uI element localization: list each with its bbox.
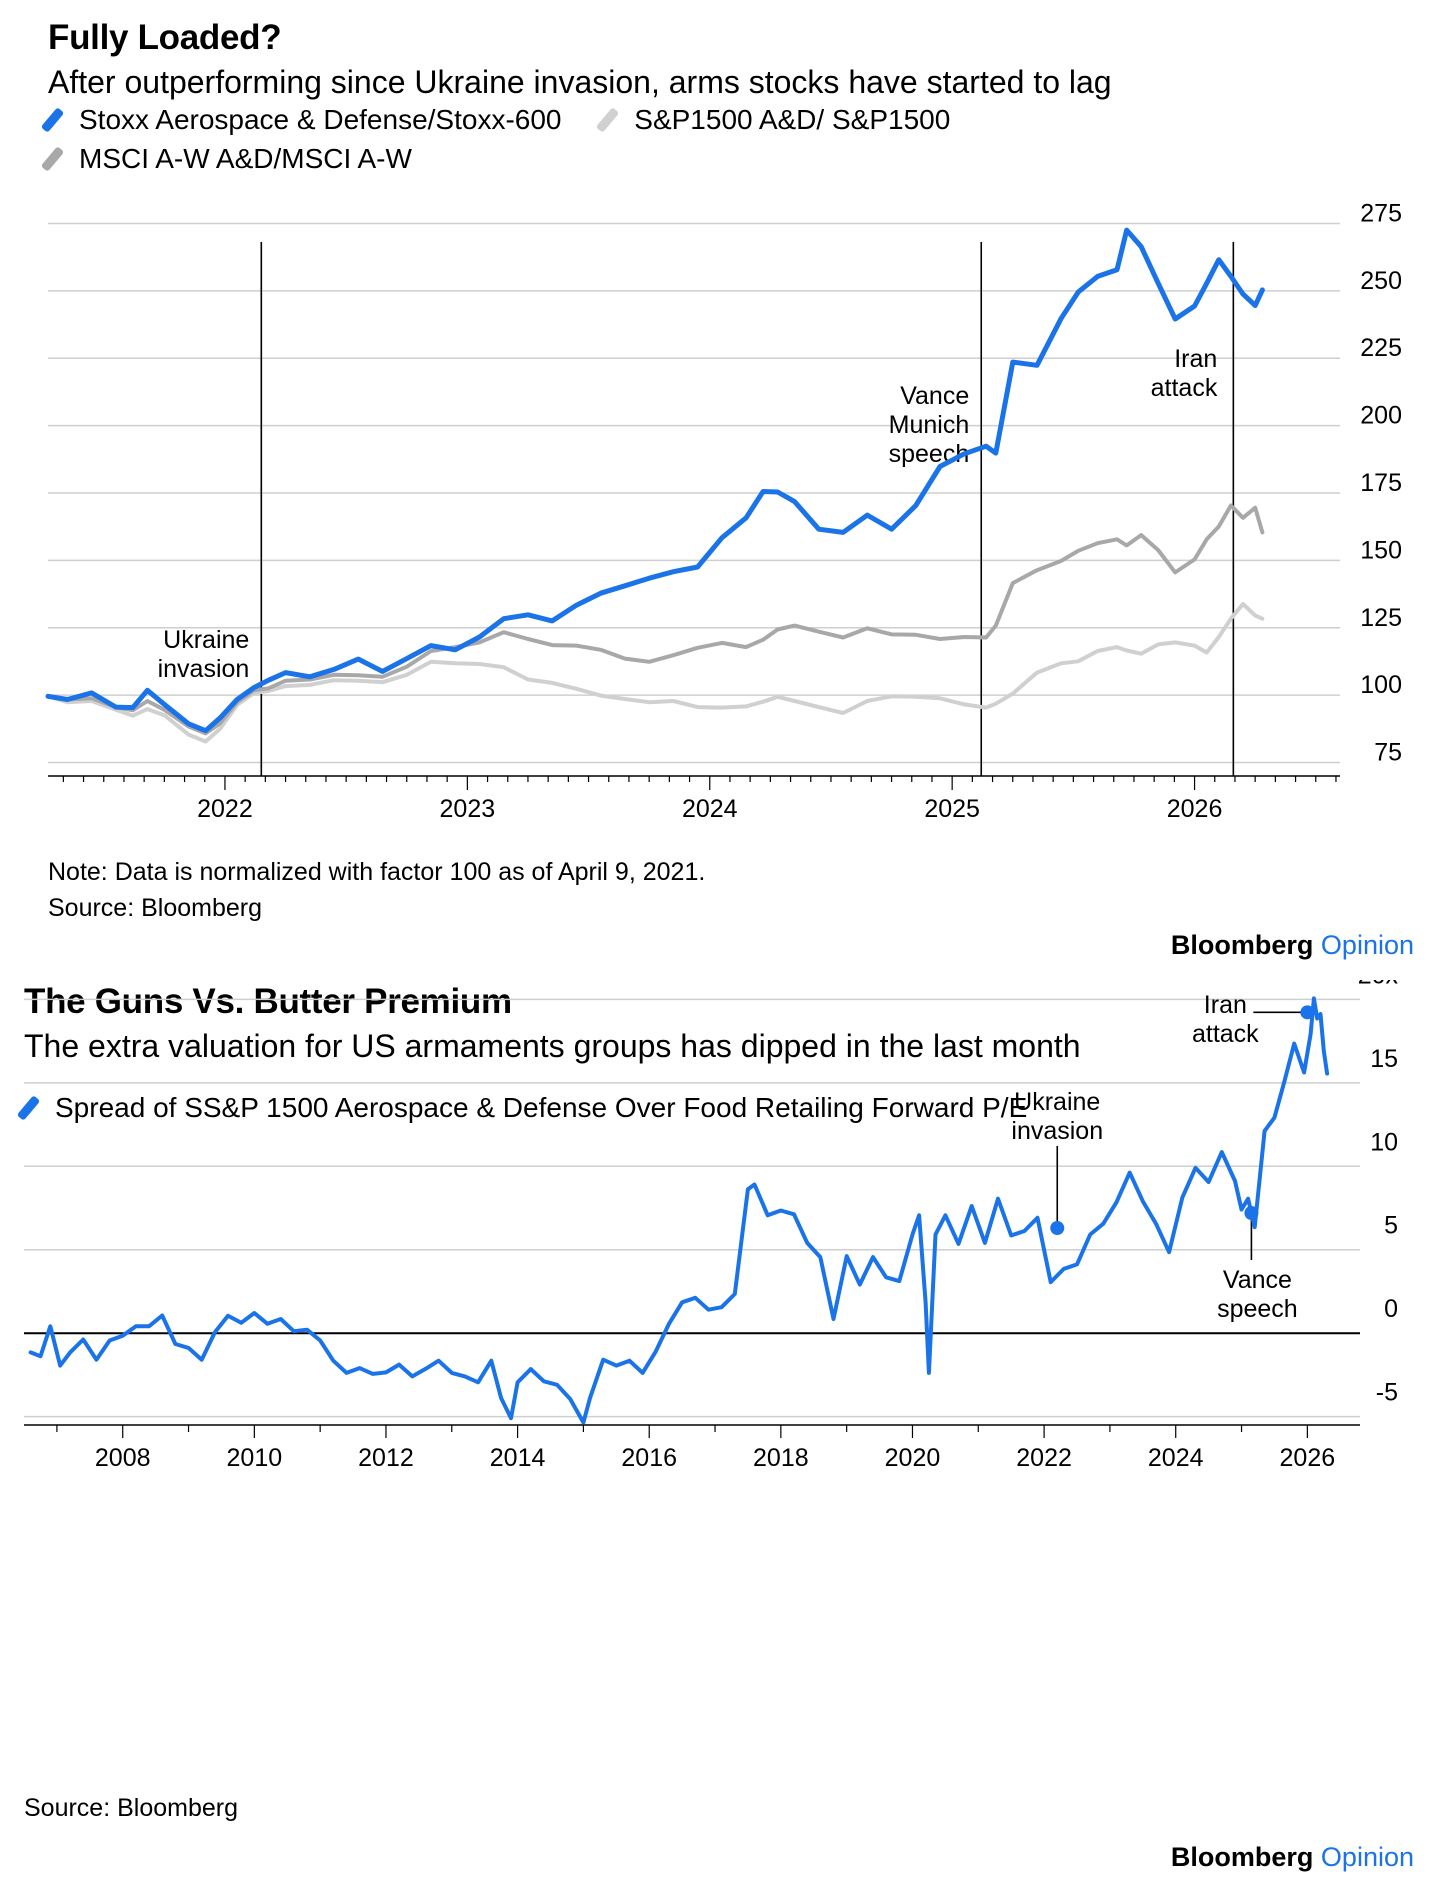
chart1-source: Source: Bloomberg — [48, 894, 263, 922]
annotation2-2-line-1: attack — [1192, 1020, 1259, 1048]
chart2-source: Source: Bloomberg — [24, 1794, 239, 1822]
legend-label-spread: Spread of SS&P 1500 Aerospace & Defense … — [55, 1092, 1028, 1123]
y-tick-75: 75 — [1374, 739, 1402, 767]
annotation2-0-line-1: invasion — [1011, 1117, 1103, 1145]
series-line-0 — [45, 227, 1265, 734]
y2-tick-0: -5 — [1376, 1379, 1398, 1407]
annotation2-2-line-0: Iran — [1204, 991, 1247, 1019]
annotation-marker-1 — [1244, 1206, 1259, 1221]
y2-tick-1: 0 — [1384, 1295, 1398, 1323]
series2-line — [28, 996, 1330, 1425]
chart1-plot: 75 100 125 150 175 200 225 250 275 2022 2023 2024 20… — [45, 199, 1402, 823]
x2-tick-2018: 2018 — [753, 1444, 809, 1472]
x2-tick-2012: 2012 — [358, 1444, 414, 1472]
y-tick-125: 125 — [1360, 604, 1402, 632]
brand-name-bottom: Bloomberg — [1170, 1842, 1314, 1872]
brand-suffix-bottom: Opinion — [1320, 1842, 1414, 1872]
annotation-0-line-1: invasion — [158, 655, 250, 683]
x2-tick-2022: 2022 — [1016, 1444, 1072, 1472]
x2-tick-2016: 2016 — [621, 1444, 677, 1472]
legend-item-spread: Spread of SS&P 1500 Aerospace & Defense … — [16, 1089, 1028, 1127]
brand-suffix: Opinion — [1320, 930, 1414, 960]
annotation-2-line-0: Iran — [1174, 345, 1217, 373]
x2-tick-2024: 2024 — [1148, 1444, 1204, 1472]
annotation-marker-2 — [1300, 1005, 1315, 1020]
annotation-1-line-0: Vance — [900, 382, 969, 410]
legend-label-msci: MSCI A-W A&D/MSCI A-W — [79, 143, 412, 174]
y-tick-175: 175 — [1360, 469, 1402, 497]
y2-tick-4: 15 — [1370, 1045, 1398, 1073]
x-tick-2022: 2022 — [197, 795, 253, 823]
chart2-plot: -5 0 5 10 15 20x 2008 2010 2012 2014 2016 2018 2020 2… — [24, 980, 1399, 1472]
y-tick-100: 100 — [1360, 671, 1402, 699]
y2-tick-3: 10 — [1370, 1128, 1398, 1156]
series-line-2 — [46, 503, 1265, 736]
x2-tick-2014: 2014 — [490, 1444, 546, 1472]
y2-tick-5: 20x — [1358, 980, 1399, 989]
annotation-1-line-1: Munich — [889, 411, 970, 439]
chart1-legend: Stoxx Aerospace & Defense/Stoxx-600 S&P1… — [40, 101, 1148, 179]
x-tick-2026: 2026 — [1167, 795, 1223, 823]
legend-item-msci: MSCI A-W A&D/MSCI A-W — [40, 140, 412, 178]
chart1-subtitle: After outperforming since Ukraine invasi… — [48, 64, 1112, 100]
annotation-1-line-2: speech — [889, 440, 970, 468]
legend-item-sp1500: S&P1500 A&D/ S&P1500 — [595, 101, 951, 139]
y-tick-275: 275 — [1360, 199, 1402, 227]
chart2-title: The Guns Vs. Butter Premium — [24, 982, 512, 1021]
chart2-legend: Spread of SS&P 1500 Aerospace & Defense … — [16, 1089, 1061, 1128]
legend-label-stoxx: Stoxx Aerospace & Defense/Stoxx-600 — [79, 104, 562, 135]
y-tick-150: 150 — [1360, 536, 1402, 564]
x2-tick-2008: 2008 — [95, 1444, 151, 1472]
series-line-1 — [46, 602, 1265, 744]
x2-tick-2010: 2010 — [227, 1444, 283, 1472]
annotation-2-line-1: attack — [1151, 374, 1218, 402]
x-tick-2023: 2023 — [440, 795, 496, 823]
chart1-title: Fully Loaded? — [48, 18, 282, 57]
x-tick-2025: 2025 — [924, 795, 980, 823]
brand-logo-top: Bloomberg Opinion — [1171, 930, 1414, 961]
y-tick-225: 225 — [1360, 334, 1402, 362]
brand-logo-bottom: Bloomberg Opinion — [1171, 1842, 1414, 1873]
x-tick-2024: 2024 — [682, 795, 738, 823]
annotation-0-line-0: Ukraine — [163, 626, 249, 654]
annotation2-1-line-0: Vance — [1223, 1266, 1292, 1294]
legend-item-stoxx: Stoxx Aerospace & Defense/Stoxx-600 — [40, 101, 562, 139]
annotation2-0-line-0: Ukraine — [1014, 1088, 1100, 1116]
annotation-marker-0 — [1050, 1221, 1065, 1236]
legend-label-sp1500: S&P1500 A&D/ S&P1500 — [634, 104, 951, 135]
y2-tick-2: 5 — [1384, 1212, 1398, 1240]
brand-name: Bloomberg — [1170, 930, 1314, 960]
y-tick-250: 250 — [1360, 267, 1402, 295]
x2-tick-2020: 2020 — [885, 1444, 941, 1472]
annotation2-1-line-1: speech — [1217, 1295, 1298, 1323]
x2-tick-2026: 2026 — [1280, 1444, 1336, 1472]
y-tick-200: 200 — [1360, 402, 1402, 430]
chart1-note: Note: Data is normalized with factor 100… — [48, 858, 706, 886]
chart2-subtitle: The extra valuation for US armaments gro… — [24, 1028, 1081, 1064]
